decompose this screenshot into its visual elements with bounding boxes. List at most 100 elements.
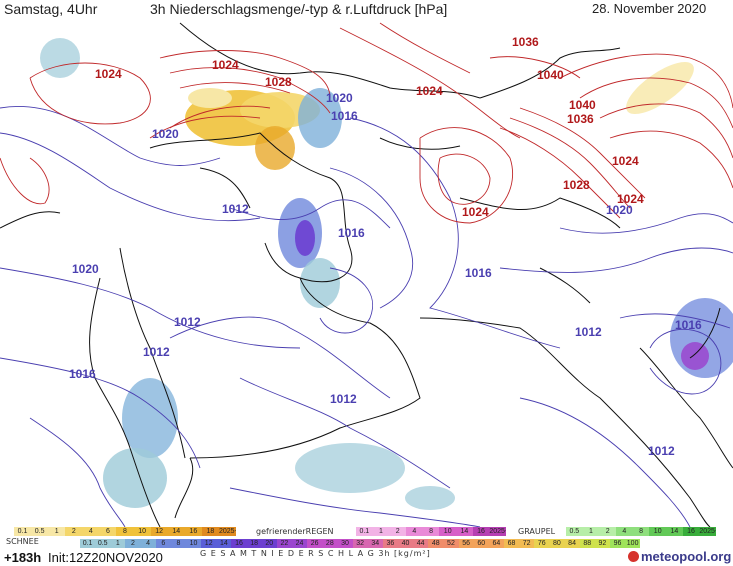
freezing-rain-scale-tick: 0.1 xyxy=(356,527,373,536)
total-precip-scale-tick: 30 xyxy=(337,539,353,548)
snow-scale-tick: 12 xyxy=(150,527,168,536)
pressure-label: 1028 xyxy=(563,178,590,192)
graupel-legend-label: GRAUPEL xyxy=(518,527,556,536)
coastlines xyxy=(0,22,733,527)
map-title: 3h Niederschlagsmenge/-typ & r.Luftdruck… xyxy=(150,1,448,17)
pressure-label: 1024 xyxy=(617,192,644,206)
init-time: Init:12Z20NOV2020 xyxy=(48,550,163,565)
total-precip-scale-tick: 8 xyxy=(170,539,186,548)
pressure-label: 1036 xyxy=(567,112,594,126)
total-precip-scale-tick: 16 xyxy=(231,539,247,548)
total-precip-scale-tick: 34 xyxy=(367,539,383,548)
brand-logo[interactable]: meteopool.org xyxy=(628,549,731,564)
pressure-label: 1012 xyxy=(222,202,249,216)
total-precip-scale-tick: 76 xyxy=(534,539,550,548)
pressure-label: 1016 xyxy=(675,318,702,332)
total-precip-scale-tick: 0.5 xyxy=(95,539,111,548)
snow-scale-tick: 4 xyxy=(82,527,100,536)
graupel-scale-tick: 14 xyxy=(666,527,683,536)
total-precip-scale-bar: 0.1 0.5 1 2 4 6 8 10 12 14 16 18 20 22 24 26 28 30 32 34 36 4… xyxy=(80,539,641,548)
snow-scale-tick: 16 xyxy=(184,527,202,536)
total-precip-scale-tick: 68 xyxy=(503,539,520,548)
total-precip-scale-tick: 88 xyxy=(579,539,595,548)
pressure-label: 1016 xyxy=(69,367,96,381)
snow-scale-tick: 6 xyxy=(99,527,117,536)
day-time-label: Samstag, 4Uhr xyxy=(4,1,98,17)
total-precip-scale-tick: 60 xyxy=(473,539,489,548)
snow-scale-tick: 2025+ xyxy=(218,527,237,536)
total-precip-scale-tick: 92 xyxy=(594,539,610,548)
pressure-label: 1012 xyxy=(143,345,170,359)
date-label: 28. November 2020 xyxy=(592,1,707,16)
total-precip-scale-tick: 22 xyxy=(276,539,292,548)
total-precip-scale-tick: 48 xyxy=(428,539,444,548)
brand-globe-icon xyxy=(628,551,639,562)
total-precip-scale-tick: 1 xyxy=(110,539,126,548)
total-precip-scale-tick: 36 xyxy=(382,539,398,548)
pressure-label: 1036 xyxy=(512,35,539,49)
total-precip-scale-tick: 80 xyxy=(549,539,565,548)
pressure-labels-low: 1020 1016 1020 1012 1016 1020 1020 1016 … xyxy=(69,91,702,458)
pressure-label: 1012 xyxy=(575,325,602,339)
pressure-label: 1024 xyxy=(416,84,443,98)
graupel-scale-tick: 2025+ xyxy=(699,527,717,536)
snow-scale-tick: 0.5 xyxy=(31,527,49,536)
freezing-rain-scale-tick: 16 xyxy=(472,527,490,536)
pressure-labels-high: 1036 1024 1040 1024 1028 1024 1040 1036 … xyxy=(95,35,644,219)
isobars-high xyxy=(0,22,733,224)
pressure-label: 1012 xyxy=(174,315,201,329)
graupel-scale-tick: 0.5 xyxy=(566,527,583,536)
forecast-hour: +183h xyxy=(4,550,42,565)
snow-scale-tick: 2 xyxy=(65,527,83,536)
freezing-rain-legend-label: gefrierenderREGEN xyxy=(256,527,334,536)
snow-legend-label: SCHNEE xyxy=(6,537,39,546)
total-precip-scale-tick: 52 xyxy=(443,539,459,548)
snow-scale-tick: 14 xyxy=(167,527,185,536)
pressure-label: 1024 xyxy=(612,154,639,168)
pressure-label: 1020 xyxy=(606,203,633,217)
total-precip-scale-tick: 26 xyxy=(307,539,323,548)
precipitation-shading xyxy=(40,38,733,510)
total-precip-scale-tick: 10 xyxy=(185,539,202,548)
total-precip-scale-tick: 40 xyxy=(397,539,414,548)
pressure-label: 1020 xyxy=(152,127,179,141)
snow-scale-tick: 8 xyxy=(116,527,134,536)
pressure-label: 1012 xyxy=(648,444,675,458)
graupel-scale-tick: 2 xyxy=(599,527,617,536)
isobars-low xyxy=(0,106,733,527)
total-precip-scale-tick: 18 xyxy=(246,539,262,548)
total-precip-scale-tick: 96 xyxy=(609,539,626,548)
total-precip-scale-tick: 100 xyxy=(625,539,641,548)
graupel-scale-tick: 10 xyxy=(649,527,667,536)
total-precip-scale-tick: 12 xyxy=(201,539,217,548)
total-precip-scale-tick: 20 xyxy=(261,539,277,548)
total-precip-scale-tick: 2 xyxy=(125,539,141,548)
total-precip-scale-tick: 14 xyxy=(216,539,232,548)
pressure-label: 1024 xyxy=(212,58,239,72)
pressure-label: 1024 xyxy=(95,67,122,81)
total-precip-legend-label: G E S A M T N I E D E R S C H L A G 3h [… xyxy=(200,549,431,558)
total-precip-scale-tick: 4 xyxy=(140,539,156,548)
pressure-label: 1012 xyxy=(330,392,357,406)
freezing-rain-scale-tick: 8 xyxy=(422,527,440,536)
total-precip-scale-tick: 64 xyxy=(488,539,504,548)
freezing-rain-scale-tick: 2025+ xyxy=(489,527,507,536)
pressure-label: 1024 xyxy=(462,205,489,219)
total-precip-scale-tick: 0.1 xyxy=(80,539,96,548)
snow-scale-tick: 10 xyxy=(133,527,151,536)
total-precip-scale-tick: 24 xyxy=(291,539,308,548)
pressure-label: 1028 xyxy=(265,75,292,89)
pressure-label: 1020 xyxy=(72,262,99,276)
graupel-scale-tick: 1 xyxy=(582,527,600,536)
pressure-label: 1016 xyxy=(331,109,358,123)
freezing-rain-scale-tick: 1 xyxy=(372,527,390,536)
freezing-rain-scale-tick: 2 xyxy=(389,527,407,536)
freezing-rain-scale-tick: 14 xyxy=(456,527,473,536)
snow-scale-tick: 1 xyxy=(48,527,66,536)
pressure-label: 1040 xyxy=(537,68,564,82)
pressure-label: 1020 xyxy=(326,91,353,105)
total-precip-scale-tick: 28 xyxy=(322,539,338,548)
total-precip-scale-tick: 56 xyxy=(458,539,474,548)
